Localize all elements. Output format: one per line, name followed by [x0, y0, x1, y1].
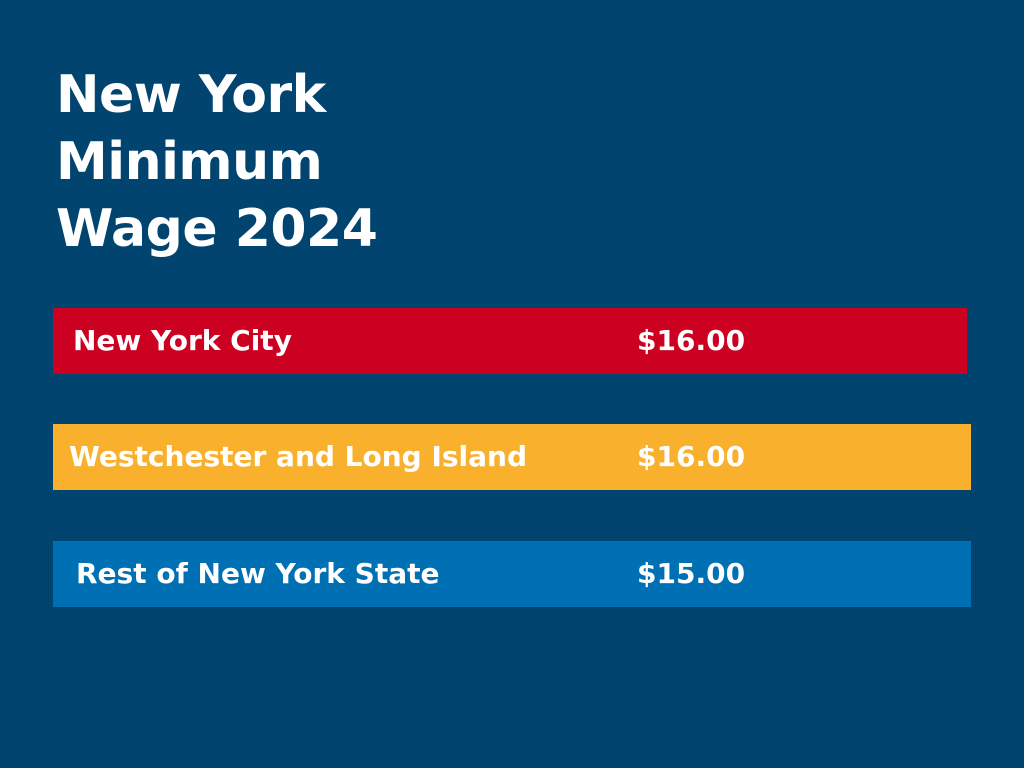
wage-row: Rest of New York State $15.00 [53, 541, 971, 607]
wage: $16.00 [637, 324, 746, 357]
region: New York City [73, 324, 292, 357]
wage-row: Westchester and Long Island $16.00 [53, 424, 971, 490]
wage: $15.00 [637, 557, 746, 590]
title-line: Wage 2024 [56, 199, 378, 259]
wage-row: New York City $16.00 [53, 308, 967, 374]
wage: $16.00 [637, 440, 746, 473]
region: Westchester and Long Island [69, 440, 528, 473]
title: New York Minimum Wage 2024 [56, 62, 378, 263]
title-line: Minimum [56, 132, 323, 192]
title-line: New York [56, 65, 326, 125]
region: Rest of New York State [76, 557, 440, 590]
